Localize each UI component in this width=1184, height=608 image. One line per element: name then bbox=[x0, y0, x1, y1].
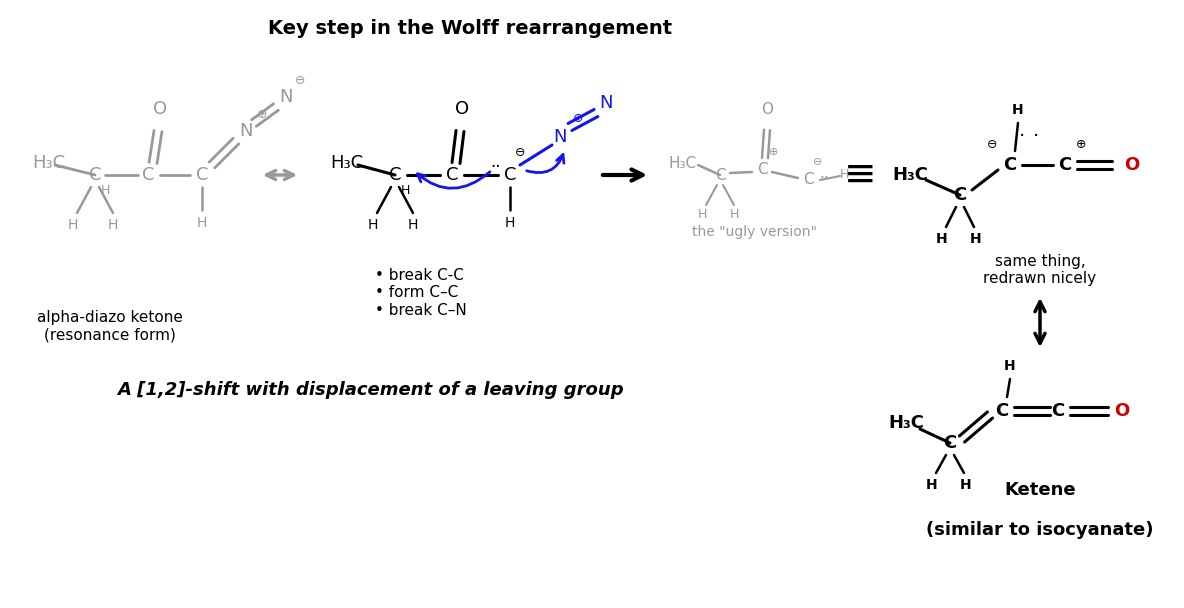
Text: C: C bbox=[715, 167, 726, 182]
Text: H: H bbox=[504, 216, 515, 230]
Text: C: C bbox=[1051, 402, 1064, 420]
Text: H: H bbox=[960, 478, 972, 492]
Text: (similar to isocyanate): (similar to isocyanate) bbox=[926, 521, 1153, 539]
Text: H: H bbox=[108, 218, 118, 232]
Text: Key step in the Wolff rearrangement: Key step in the Wolff rearrangement bbox=[268, 18, 673, 38]
Text: N: N bbox=[599, 94, 613, 112]
Text: C: C bbox=[445, 166, 458, 184]
Text: C: C bbox=[89, 166, 102, 184]
Text: C: C bbox=[757, 162, 767, 178]
Text: • break C-C
• form C–C
• break C–N: • break C-C • form C–C • break C–N bbox=[375, 268, 466, 318]
Text: ·: · bbox=[1019, 128, 1025, 147]
Text: the "ugly version": the "ugly version" bbox=[693, 225, 817, 239]
Text: ⊖: ⊖ bbox=[515, 147, 526, 159]
Text: ⊖: ⊖ bbox=[986, 139, 997, 151]
Text: same thing,
redrawn nicely: same thing, redrawn nicely bbox=[984, 254, 1096, 286]
Text: C: C bbox=[944, 434, 957, 452]
Text: C: C bbox=[142, 166, 154, 184]
Text: C: C bbox=[1003, 156, 1017, 174]
Text: ⊕: ⊕ bbox=[573, 112, 584, 125]
Text: C: C bbox=[1058, 156, 1072, 174]
Text: H: H bbox=[697, 209, 707, 221]
Text: ··: ·· bbox=[490, 158, 501, 176]
Text: alpha-diazo ketone
(resonance form): alpha-diazo ketone (resonance form) bbox=[37, 310, 184, 342]
Text: H: H bbox=[926, 478, 938, 492]
Text: ⊕: ⊕ bbox=[770, 147, 779, 157]
Text: H₃C: H₃C bbox=[892, 166, 928, 184]
Text: O: O bbox=[761, 103, 773, 117]
Text: H₃C: H₃C bbox=[330, 154, 363, 172]
Text: ≡: ≡ bbox=[844, 156, 876, 194]
Text: H: H bbox=[101, 184, 110, 198]
Text: H: H bbox=[197, 216, 207, 230]
Text: Ketene: Ketene bbox=[1004, 481, 1076, 499]
Text: N: N bbox=[279, 88, 292, 106]
Text: H: H bbox=[729, 209, 739, 221]
Text: ⊕: ⊕ bbox=[1076, 139, 1086, 151]
Text: ⊕: ⊕ bbox=[257, 108, 268, 122]
Text: H: H bbox=[407, 218, 418, 232]
Text: N: N bbox=[239, 122, 252, 140]
Text: H: H bbox=[970, 232, 982, 246]
Text: C: C bbox=[388, 166, 401, 184]
Text: H: H bbox=[400, 184, 410, 198]
Text: ⊖: ⊖ bbox=[295, 75, 305, 88]
Text: C: C bbox=[503, 166, 516, 184]
Text: O: O bbox=[455, 100, 469, 118]
Text: H: H bbox=[1012, 103, 1024, 117]
Text: ··: ·· bbox=[819, 170, 829, 185]
Text: H: H bbox=[368, 218, 378, 232]
Text: H: H bbox=[839, 167, 849, 181]
Text: O: O bbox=[1125, 156, 1140, 174]
Text: O: O bbox=[153, 100, 167, 118]
Text: N: N bbox=[553, 128, 567, 146]
Text: C: C bbox=[996, 402, 1009, 420]
Text: ·: · bbox=[1032, 128, 1040, 147]
Text: H₃C: H₃C bbox=[888, 414, 924, 432]
Text: C: C bbox=[953, 186, 966, 204]
Text: H₃C: H₃C bbox=[668, 156, 696, 170]
Text: H: H bbox=[67, 218, 78, 232]
Text: H₃C: H₃C bbox=[32, 154, 65, 172]
Text: H: H bbox=[1004, 359, 1016, 373]
Text: A [1,2]-shift with displacement of a leaving group: A [1,2]-shift with displacement of a lea… bbox=[117, 381, 623, 399]
Text: H: H bbox=[937, 232, 948, 246]
Text: ⊖: ⊖ bbox=[813, 157, 823, 167]
Text: C: C bbox=[195, 166, 208, 184]
Text: O: O bbox=[1114, 402, 1130, 420]
Text: C: C bbox=[803, 173, 813, 187]
